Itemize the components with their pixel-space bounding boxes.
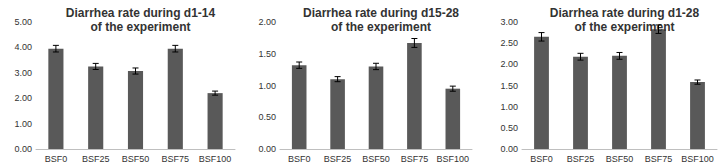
svg-text:of the experiment: of the experiment	[331, 20, 431, 34]
svg-text:BSF0: BSF0	[288, 154, 311, 164]
svg-text:BSF0: BSF0	[530, 154, 553, 164]
svg-text:BSF100: BSF100	[437, 154, 470, 164]
svg-text:of the experiment: of the experiment	[574, 20, 674, 34]
svg-text:BSF25: BSF25	[324, 154, 352, 164]
svg-text:0.50: 0.50	[500, 123, 518, 133]
svg-text:0.50: 0.50	[258, 112, 276, 122]
svg-text:BSF100: BSF100	[681, 154, 714, 164]
svg-text:BSF75: BSF75	[645, 154, 673, 164]
svg-text:2.00: 2.00	[258, 17, 276, 27]
svg-text:BSF75: BSF75	[162, 154, 190, 164]
svg-text:1.00: 1.00	[14, 119, 32, 129]
svg-text:Diarrhea rate during d1-28: Diarrhea rate during d1-28	[550, 6, 700, 20]
svg-text:3.00: 3.00	[500, 17, 518, 27]
svg-text:1.00: 1.00	[500, 102, 518, 112]
svg-text:BSF25: BSF25	[82, 154, 110, 164]
svg-text:0.00: 0.00	[258, 144, 276, 154]
svg-text:BSF50: BSF50	[362, 154, 390, 164]
svg-text:5.00: 5.00	[14, 17, 32, 27]
svg-text:Diarrhea rate during d15-28: Diarrhea rate during d15-28	[303, 6, 459, 20]
svg-text:BSF50: BSF50	[122, 154, 150, 164]
svg-text:BSF25: BSF25	[567, 154, 595, 164]
svg-text:2.50: 2.50	[500, 38, 518, 48]
svg-text:BSF75: BSF75	[401, 154, 429, 164]
svg-text:BSF0: BSF0	[45, 154, 68, 164]
svg-text:2.00: 2.00	[500, 59, 518, 69]
svg-text:1.50: 1.50	[500, 81, 518, 91]
svg-text:3.00: 3.00	[14, 68, 32, 78]
svg-text:1.50: 1.50	[258, 49, 276, 59]
svg-text:Diarrhea rate during d1-14: Diarrhea rate during d1-14	[66, 6, 216, 20]
svg-text:1.00: 1.00	[258, 81, 276, 91]
svg-text:0.00: 0.00	[500, 144, 518, 154]
svg-text:2.00: 2.00	[14, 93, 32, 103]
svg-text:4.00: 4.00	[14, 42, 32, 52]
svg-text:BSF50: BSF50	[606, 154, 634, 164]
svg-text:of the experiment: of the experiment	[90, 20, 190, 34]
svg-text:BSF100: BSF100	[199, 154, 232, 164]
svg-text:0.00: 0.00	[14, 144, 32, 154]
